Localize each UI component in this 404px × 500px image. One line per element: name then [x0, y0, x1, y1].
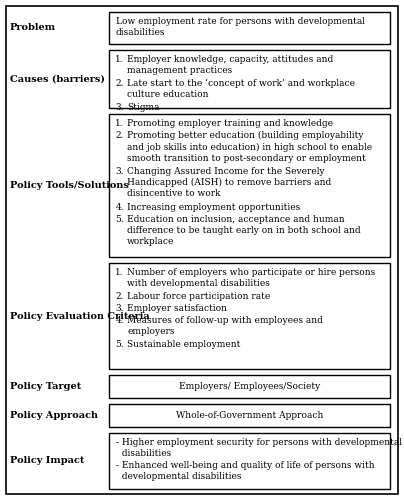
Text: 2.: 2.: [116, 292, 124, 301]
Text: Measures of follow-up with employees and
employers: Measures of follow-up with employees and…: [127, 316, 323, 336]
Text: Promoting better education (building employability
and job skills into education: Promoting better education (building emp…: [127, 131, 372, 162]
Text: 1.: 1.: [116, 268, 124, 278]
Bar: [109, 404, 390, 427]
Text: Late start to the ‘concept of work’ and workplace
culture education: Late start to the ‘concept of work’ and …: [127, 79, 355, 100]
Text: Causes (barriers): Causes (barriers): [10, 75, 105, 84]
Text: 5.: 5.: [115, 214, 124, 224]
Bar: [109, 12, 390, 44]
Text: Employers/ Employees/Society: Employers/ Employees/Society: [179, 382, 320, 391]
Text: Problem: Problem: [10, 24, 56, 32]
Text: Policy Evaluation Criteria: Policy Evaluation Criteria: [10, 312, 150, 320]
Text: 1.: 1.: [116, 120, 124, 128]
Bar: [109, 433, 390, 488]
Text: 3.: 3.: [116, 103, 124, 112]
Text: Policy Approach: Policy Approach: [10, 411, 98, 420]
Text: Number of employers who participate or hire persons
with developmental disabilit: Number of employers who participate or h…: [127, 268, 375, 288]
Text: Policy Impact: Policy Impact: [10, 456, 84, 466]
Text: Changing Assured Income for the Severely
Handicapped (AISH) to remove barriers a: Changing Assured Income for the Severely…: [127, 167, 331, 198]
Text: Low employment rate for persons with developmental
disabilities: Low employment rate for persons with dev…: [116, 16, 365, 37]
Text: Labour force participation rate: Labour force participation rate: [127, 292, 270, 301]
Text: 4.: 4.: [116, 316, 124, 325]
Text: 5.: 5.: [115, 340, 124, 349]
Bar: [109, 50, 390, 108]
Text: Employer satisfaction: Employer satisfaction: [127, 304, 227, 313]
Text: 2.: 2.: [116, 79, 124, 88]
Text: Promoting employer training and knowledge: Promoting employer training and knowledg…: [127, 120, 333, 128]
Text: Employer knowledge, capacity, attitudes and
management practices: Employer knowledge, capacity, attitudes …: [127, 55, 333, 76]
Bar: [109, 114, 390, 258]
Text: 1.: 1.: [116, 55, 124, 64]
Text: Stigma: Stigma: [127, 103, 160, 112]
Text: Education on inclusion, acceptance and human
difference to be taught early on in: Education on inclusion, acceptance and h…: [127, 214, 361, 246]
Text: 3.: 3.: [116, 304, 124, 313]
Text: Whole-of-Government Approach: Whole-of-Government Approach: [176, 411, 323, 420]
Text: 3.: 3.: [116, 167, 124, 176]
Bar: [109, 264, 390, 368]
Text: Policy Target: Policy Target: [10, 382, 81, 391]
Text: 2.: 2.: [116, 131, 124, 140]
Text: Increasing employment opportunities: Increasing employment opportunities: [127, 202, 300, 211]
Bar: [109, 374, 390, 398]
Text: 4.: 4.: [116, 202, 124, 211]
Text: Sustainable employment: Sustainable employment: [127, 340, 240, 349]
Text: Policy Tools/Solutions: Policy Tools/Solutions: [10, 182, 129, 190]
Text: - Higher employment security for persons with developmental
  disabilities
- Enh: - Higher employment security for persons…: [116, 438, 402, 482]
